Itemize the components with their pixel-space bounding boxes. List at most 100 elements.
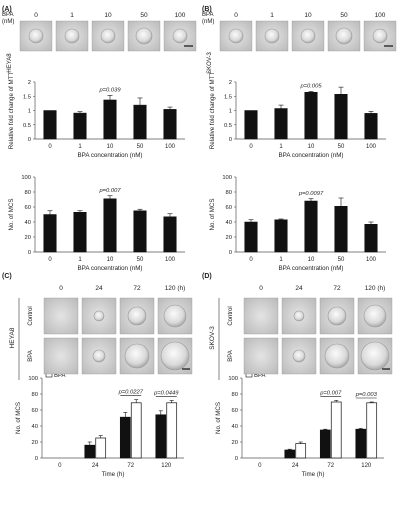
bar: [43, 110, 57, 140]
micrograph-tile: [357, 297, 393, 335]
x-tick-label: 50: [338, 257, 345, 263]
bar: [244, 221, 258, 253]
bar-bpa: [130, 402, 142, 459]
x-tick-label: 120: [161, 463, 172, 469]
bar: [304, 92, 318, 140]
bar-control: [155, 414, 167, 459]
x-tick-label: 24: [92, 463, 99, 469]
spheroid: [92, 349, 106, 363]
spheroid: [64, 28, 80, 44]
x-tick-label: 100: [366, 144, 377, 150]
x-axis-title: Time (h): [302, 471, 325, 478]
y-axis-title: No. of MCS: [8, 199, 15, 231]
x-tick-label: 72: [127, 463, 134, 469]
x-tick-label: 100: [165, 257, 176, 263]
spheroid: [124, 343, 150, 369]
y-tick-label: 40: [226, 220, 232, 226]
spheroid: [135, 27, 153, 45]
y-axis-title: No. of MCS: [15, 402, 22, 434]
y-tick-label: 0.5: [224, 123, 232, 129]
strip-concentration-label: 50: [340, 12, 348, 19]
y-tick-label: 20: [232, 440, 238, 446]
x-tick-label: 120: [361, 463, 372, 469]
y-tick-label: 20: [32, 440, 38, 446]
x-tick-label: 10: [107, 144, 114, 150]
strip-header-bpa: BPA: [202, 12, 214, 18]
micrograph-tile: [43, 297, 79, 335]
time-label: 24: [95, 285, 103, 292]
strip-header-unit: (nM): [2, 19, 14, 25]
time-label: 72: [333, 285, 341, 292]
y-tick-label: 1.5: [224, 94, 232, 100]
x-tick-label: 24: [292, 463, 299, 469]
x-tick-label: 100: [165, 144, 176, 150]
x-axis-title: BPA concentration (nM): [78, 152, 143, 159]
spheroid: [335, 27, 353, 45]
bar: [103, 198, 117, 253]
time-label: 72: [133, 285, 141, 292]
strip-concentration-label: 0: [234, 12, 238, 19]
x-axis-title: BPA concentration (nM): [78, 265, 143, 272]
spheroid: [127, 306, 147, 326]
time-label: 0: [59, 285, 63, 292]
row-label: BPA: [28, 350, 34, 362]
y-tick-label: 80: [25, 190, 31, 196]
legend-label: BPA: [254, 373, 266, 379]
x-tick-label: 10: [308, 257, 315, 263]
panel-label-b: (B): [202, 6, 212, 13]
y-tick-label: 2: [229, 80, 232, 86]
spheroid: [372, 28, 388, 44]
y-tick-label: 0: [229, 250, 232, 256]
p-value-annotation: p=0.007: [98, 188, 121, 194]
spheroid: [163, 304, 187, 328]
panel-label-a: (A): [2, 6, 12, 13]
p-value-annotation: p=0.007: [319, 390, 342, 396]
x-tick-label: 10: [107, 257, 114, 263]
bar: [304, 200, 318, 253]
bar: [73, 212, 87, 253]
bar: [133, 210, 147, 253]
time-label: 24: [295, 285, 303, 292]
bar: [274, 219, 288, 253]
x-tick-label: 0: [249, 257, 253, 263]
strip-concentration-label: 100: [175, 12, 186, 19]
bar: [334, 206, 348, 253]
micrograph-tile: [243, 337, 279, 375]
y-tick-label: 2: [28, 80, 31, 86]
strip-cell-line: HEYA8: [7, 53, 13, 73]
micrograph-strip-a: BPA(nM) HEYA8 0 1 10 50 100: [2, 12, 197, 73]
x-tick-label: 50: [137, 257, 144, 263]
x-axis-title: Time (h): [102, 471, 125, 478]
bar: [163, 109, 177, 140]
bar-control: [355, 428, 367, 459]
strip-concentration-label: 0: [34, 12, 38, 19]
strip-header-bpa: BPA: [2, 12, 14, 18]
x-tick-label: 1: [78, 257, 82, 263]
y-tick-label: 60: [25, 205, 31, 211]
bar-bpa: [166, 402, 178, 459]
bar-bpa: [330, 401, 342, 459]
y-tick-label: 0: [229, 137, 232, 143]
y-tick-label: 0.5: [23, 123, 31, 129]
bar-bpa: [366, 402, 378, 459]
y-axis-title: No. of MCS: [209, 199, 216, 231]
panel-label-c: (C): [2, 273, 12, 280]
y-tick-label: 0: [35, 456, 38, 462]
row-label: BPA: [228, 350, 234, 362]
micrograph-tile: [43, 337, 79, 375]
bar: [244, 110, 258, 140]
spheroid: [300, 28, 316, 44]
spheroid: [228, 28, 244, 44]
spheroid: [100, 28, 116, 44]
y-tick-label: 80: [32, 392, 38, 398]
bar: [364, 113, 378, 140]
grid-cell-line: HEYA8: [9, 327, 16, 348]
y-tick-label: 0: [28, 250, 31, 256]
legend-label: BPA: [54, 373, 66, 379]
bar: [274, 108, 288, 140]
y-tick-label: 60: [232, 408, 238, 414]
p-value-annotation: p=0.039: [98, 87, 121, 93]
x-tick-label: 0: [58, 463, 62, 469]
